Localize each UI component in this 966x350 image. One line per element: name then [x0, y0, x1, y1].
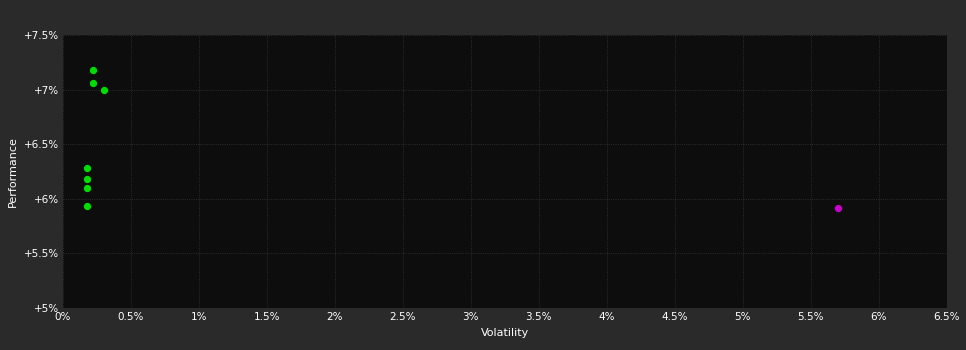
Point — [96, 87, 111, 92]
Point — [85, 67, 100, 73]
Point — [79, 204, 95, 209]
Point — [79, 166, 95, 171]
X-axis label: Volatility: Volatility — [481, 328, 528, 338]
Point — [830, 205, 845, 210]
Point — [85, 80, 100, 86]
Y-axis label: Performance: Performance — [8, 136, 18, 207]
Point — [79, 176, 95, 182]
Point — [79, 185, 95, 191]
